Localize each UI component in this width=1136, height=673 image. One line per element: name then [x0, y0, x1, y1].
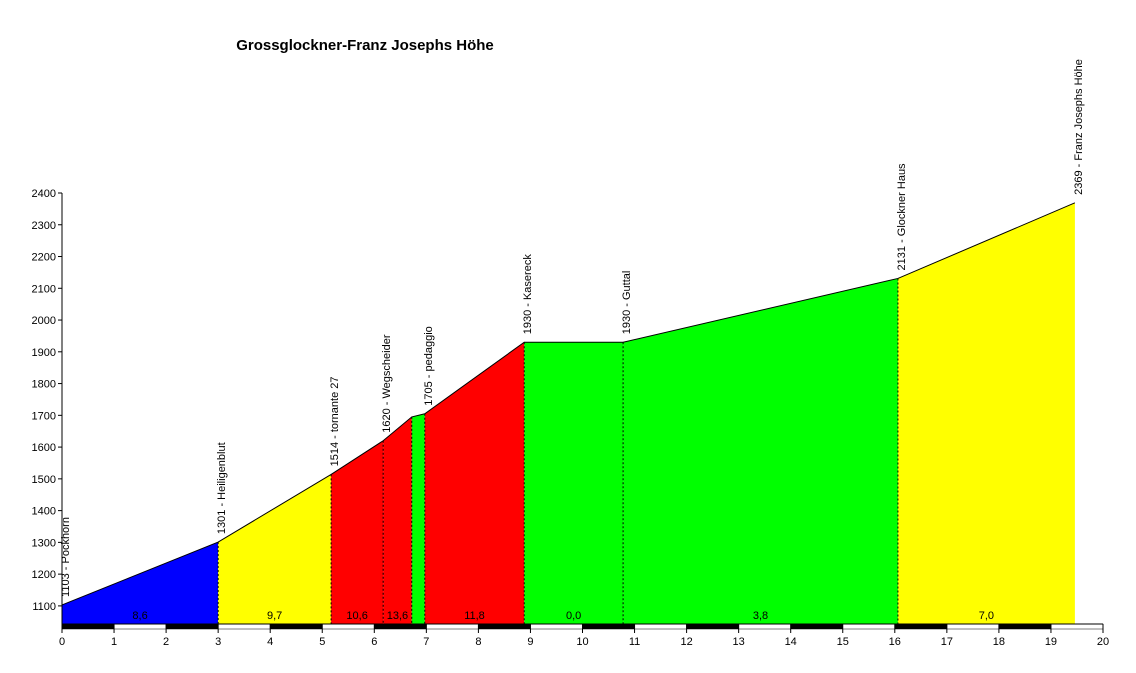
- x-tick-label: 6: [371, 636, 377, 648]
- segment-area: [218, 474, 332, 624]
- x-tick-label: 17: [941, 636, 953, 648]
- profile-line: [61, 202, 1076, 606]
- x-tick-label: 16: [889, 636, 901, 648]
- x-tick-label: 19: [1045, 636, 1057, 648]
- x-tick-label: 10: [576, 636, 588, 648]
- y-tick-label: 1400: [32, 506, 56, 518]
- segment-area: [524, 342, 624, 624]
- km-strip: [217, 623, 271, 630]
- point-label: 1103 - Pockhorn: [60, 517, 72, 597]
- segment-area: [623, 278, 898, 624]
- gradient-label: 10,6: [346, 610, 367, 622]
- y-tick-label: 1900: [32, 347, 56, 359]
- segment-area: [62, 542, 219, 624]
- x-tick-label: 13: [733, 636, 745, 648]
- x-tick-label: 3: [215, 636, 221, 648]
- y-tick-label: 2100: [32, 283, 56, 295]
- y-tick-label: 1200: [32, 569, 56, 581]
- x-tick-label: 0: [59, 636, 65, 648]
- gradient-label: 8,6: [132, 610, 147, 622]
- km-strip: [322, 623, 375, 630]
- point-label: 1514 - tornante 27: [329, 376, 341, 466]
- km-strip: [165, 623, 219, 630]
- point-label: 1620 - Wegscheider: [381, 334, 393, 433]
- y-tick-label: 1300: [32, 537, 56, 549]
- point-label: 1930 - Kasereck: [522, 254, 534, 335]
- chart-title: Grossglockner-Franz Josephs Höhe: [236, 37, 494, 54]
- x-tick-label: 11: [629, 636, 640, 648]
- x-tick-label: 14: [785, 636, 797, 648]
- x-tick-label: 20: [1097, 636, 1109, 648]
- km-strip: [842, 623, 896, 630]
- y-tick-label: 1500: [32, 474, 56, 486]
- x-tick-label: 7: [423, 636, 429, 648]
- x-tick-label: 15: [837, 636, 849, 648]
- km-strip: [61, 623, 115, 630]
- km-strip: [1050, 623, 1104, 630]
- km-strip: [790, 623, 844, 630]
- gradient-label: 9,7: [267, 610, 282, 622]
- y-tick-label: 2200: [32, 252, 56, 264]
- point-label: 1301 - Heiligenblut: [216, 442, 228, 534]
- km-strip: [946, 623, 1000, 630]
- gradient-label: 3,8: [753, 610, 768, 622]
- x-tick-label: 2: [163, 636, 169, 648]
- km-strip: [113, 623, 167, 630]
- segment-area: [383, 416, 412, 624]
- km-strip: [269, 623, 323, 630]
- point-label: 2369 - Franz Josephs Höhe: [1073, 59, 1085, 195]
- segment-area: [424, 342, 525, 624]
- y-tick-label: 2000: [32, 315, 56, 327]
- gradient-label: 0,0: [566, 610, 581, 622]
- km-strip: [478, 623, 531, 630]
- point-label: 2131 - Glockner Haus: [896, 163, 908, 270]
- x-tick-label: 18: [993, 636, 1005, 648]
- km-strip: [530, 623, 583, 630]
- x-tick-label: 9: [527, 636, 533, 648]
- segment-area: [331, 440, 384, 624]
- y-tick-label: 1700: [32, 410, 56, 422]
- y-tick-label: 1100: [32, 601, 56, 613]
- gradient-label: 11,8: [464, 610, 485, 622]
- y-tick-label: 1800: [32, 379, 56, 391]
- x-tick-label: 5: [319, 636, 325, 648]
- km-strip: [426, 623, 479, 630]
- segment-area: [411, 413, 425, 624]
- x-tick-label: 1: [111, 636, 117, 648]
- segment-area: [897, 202, 1075, 624]
- km-strip: [374, 623, 427, 630]
- km-strip: [582, 623, 635, 630]
- km-strip: [634, 623, 687, 630]
- km-strip: [738, 623, 791, 630]
- km-strip: [998, 623, 1052, 630]
- point-label: 1930 - Guttal: [621, 271, 633, 335]
- y-tick-label: 1600: [32, 442, 56, 454]
- km-strip: [894, 623, 948, 630]
- gradient-label: 13,6: [387, 610, 408, 622]
- gradient-label: 7,0: [979, 610, 994, 622]
- y-tick-label: 2300: [32, 220, 56, 232]
- x-tick-label: 4: [267, 636, 273, 648]
- km-strip: [686, 623, 739, 630]
- x-tick-label: 12: [680, 636, 692, 648]
- y-tick-label: 2400: [32, 188, 56, 200]
- point-label: 1705 - pedaggio: [423, 326, 435, 406]
- x-tick-label: 8: [475, 636, 481, 648]
